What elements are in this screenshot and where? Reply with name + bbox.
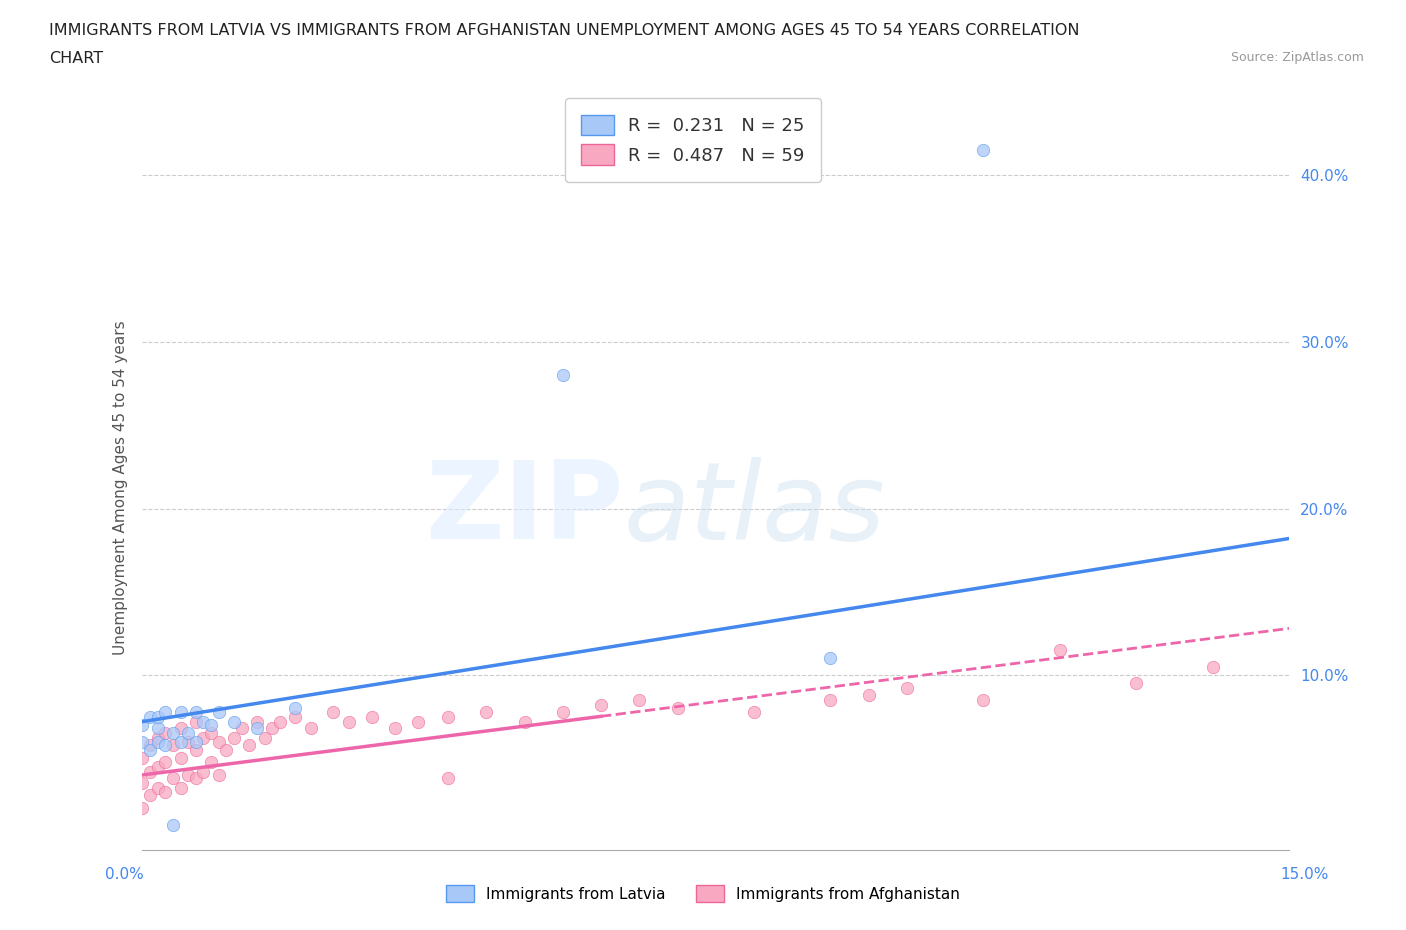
Point: [146, 731, 169, 746]
Point: [169, 751, 191, 765]
Text: atlas: atlas: [624, 457, 886, 562]
Point: [177, 734, 200, 749]
Point: [169, 734, 191, 749]
Point: [820, 651, 842, 666]
Point: [200, 754, 222, 769]
Point: [177, 767, 200, 782]
Point: [820, 693, 842, 708]
Point: [972, 143, 994, 158]
Point: [284, 701, 307, 716]
Point: [155, 726, 177, 741]
Text: 0.0%: 0.0%: [105, 867, 145, 882]
Point: [628, 693, 651, 708]
Point: [208, 734, 231, 749]
Point: [284, 710, 307, 724]
Point: [360, 710, 382, 724]
Point: [437, 771, 460, 786]
Y-axis label: Unemployment Among Ages 45 to 54 years: Unemployment Among Ages 45 to 54 years: [114, 320, 128, 655]
Text: 15.0%: 15.0%: [1281, 867, 1329, 882]
Point: [666, 701, 689, 716]
Point: [475, 704, 498, 719]
Point: [896, 681, 918, 696]
Point: [551, 368, 574, 383]
Point: [139, 710, 162, 724]
Point: [184, 742, 207, 757]
Point: [162, 726, 184, 741]
Point: [131, 776, 153, 790]
Point: [591, 698, 613, 712]
Point: [246, 714, 269, 729]
Point: [177, 726, 200, 741]
Point: [139, 764, 162, 779]
Point: [139, 788, 162, 803]
Point: [231, 721, 253, 736]
Point: [146, 781, 169, 796]
Point: [162, 817, 184, 832]
Point: [222, 731, 245, 746]
Point: [162, 771, 184, 786]
Point: [193, 714, 215, 729]
Point: [146, 734, 169, 749]
Point: [169, 721, 191, 736]
Point: [513, 714, 536, 729]
Point: [184, 771, 207, 786]
Point: [742, 704, 765, 719]
Point: [858, 687, 880, 702]
Legend: Immigrants from Latvia, Immigrants from Afghanistan: Immigrants from Latvia, Immigrants from …: [440, 879, 966, 909]
Legend: R =  0.231   N = 25, R =  0.487   N = 59: R = 0.231 N = 25, R = 0.487 N = 59: [565, 99, 821, 181]
Point: [131, 718, 153, 733]
Point: [551, 704, 574, 719]
Point: [253, 731, 276, 746]
Text: Source: ZipAtlas.com: Source: ZipAtlas.com: [1230, 51, 1364, 64]
Point: [215, 742, 238, 757]
Point: [406, 714, 429, 729]
Point: [155, 754, 177, 769]
Point: [155, 737, 177, 752]
Text: IMMIGRANTS FROM LATVIA VS IMMIGRANTS FROM AFGHANISTAN UNEMPLOYMENT AMONG AGES 45: IMMIGRANTS FROM LATVIA VS IMMIGRANTS FRO…: [49, 23, 1080, 38]
Point: [131, 751, 153, 765]
Point: [262, 721, 284, 736]
Point: [1049, 643, 1071, 658]
Point: [169, 781, 191, 796]
Point: [169, 704, 191, 719]
Point: [131, 801, 153, 816]
Point: [238, 737, 260, 752]
Text: ZIP: ZIP: [426, 457, 624, 563]
Point: [337, 714, 360, 729]
Point: [139, 737, 162, 752]
Point: [246, 721, 269, 736]
Point: [155, 704, 177, 719]
Point: [208, 767, 231, 782]
Point: [222, 714, 245, 729]
Text: CHART: CHART: [49, 51, 103, 66]
Point: [299, 721, 322, 736]
Point: [184, 704, 207, 719]
Point: [208, 704, 231, 719]
Point: [200, 726, 222, 741]
Point: [131, 734, 153, 749]
Point: [155, 784, 177, 799]
Point: [193, 731, 215, 746]
Point: [146, 721, 169, 736]
Point: [184, 714, 207, 729]
Point: [1125, 676, 1147, 691]
Point: [322, 704, 344, 719]
Point: [193, 764, 215, 779]
Point: [162, 737, 184, 752]
Point: [437, 710, 460, 724]
Point: [146, 710, 169, 724]
Point: [1202, 659, 1225, 674]
Point: [146, 759, 169, 774]
Point: [269, 714, 291, 729]
Point: [200, 718, 222, 733]
Point: [139, 742, 162, 757]
Point: [972, 693, 994, 708]
Point: [384, 721, 406, 736]
Point: [184, 734, 207, 749]
